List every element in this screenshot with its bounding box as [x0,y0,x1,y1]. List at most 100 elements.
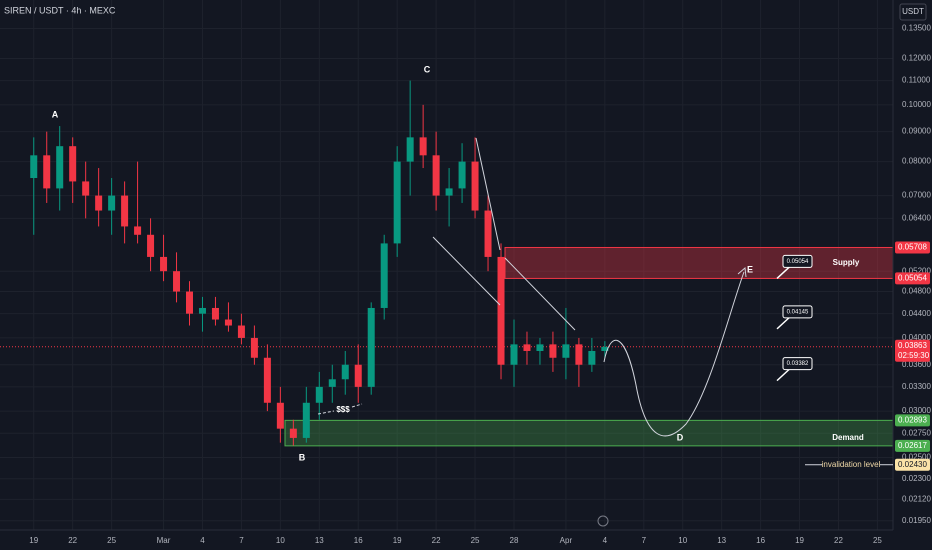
candle-body [601,346,609,351]
target-label: 0.04145 [787,309,809,315]
candle-body [588,350,596,365]
x-tick-label: 16 [756,536,765,545]
y-tick-label: 0.04000 [902,333,931,342]
demand-zone [284,419,894,447]
price-tag [895,414,930,427]
candle-body [484,210,492,257]
price-tag-label: 0.02893 [898,415,927,424]
price-tag [895,439,930,452]
candle-body [82,181,90,196]
y-tick-label: 0.10000 [902,100,931,109]
candle-body [328,379,336,387]
candle-body [315,386,323,403]
candle-body [160,256,168,272]
wedge-line [475,137,501,251]
candle-body [523,344,531,351]
price-tag-label: 0.02617 [898,441,927,450]
y-tick-label: 0.02300 [902,474,931,483]
candle-body [497,256,505,365]
liquidity-line [351,403,363,408]
x-tick-label: 19 [393,536,402,545]
target-box [782,357,813,371]
candle-body [289,428,297,438]
target-label: 0.05054 [787,259,809,265]
candle-body [562,344,570,358]
y-tick-label: 0.04800 [902,287,931,296]
candle-body [471,161,479,211]
candles [30,80,609,446]
y-tick-label: 0.13500 [902,24,931,33]
y-tick-label: 0.09000 [902,127,931,136]
candle-body [43,155,51,189]
candle-body [30,155,38,179]
y-tick-label: 0.07000 [902,191,931,200]
zones [284,246,894,447]
candle-body [224,319,232,326]
candle-body [95,195,103,211]
x-tick-label: 22 [68,536,77,545]
y-tick-label: 0.02500 [902,453,931,462]
y-tick-label: 0.01950 [902,516,931,525]
candle-body [121,195,129,227]
x-tick-label: 22 [432,536,441,545]
y-tick-label: 0.02120 [902,495,931,504]
wave-label: A [52,109,59,119]
wedge-line [432,236,501,306]
x-tick-label: 13 [717,536,726,545]
x-tick-label: 16 [354,536,363,545]
candle-body [108,195,116,211]
x-tick-label: 7 [642,536,647,545]
price-tag [895,241,930,254]
y-tick-label: 0.03600 [902,360,931,369]
wave-label: C [424,64,431,74]
x-tick-label: 22 [834,536,843,545]
countdown: 02:59:30 [898,351,930,360]
axis-unit: USDT [902,7,924,16]
candle-body [510,344,518,365]
price-tag [895,458,930,471]
wedge-line [504,257,576,331]
x-tick-label: 25 [107,536,116,545]
x-tick-label: 19 [795,536,804,545]
y-tick-label: 0.04400 [902,309,931,318]
y-tick-label: 0.02750 [902,428,931,437]
y-tick-label: 0.06400 [902,213,931,222]
candle-body [56,146,64,189]
price-tag [895,272,930,285]
candle-body [198,307,206,314]
demand-label: Demand [832,433,864,442]
target-box [782,254,813,268]
candle-body [393,161,401,244]
candle-body [302,402,310,438]
candle-body [147,234,155,257]
x-tick-label: 10 [276,536,285,545]
x-tick-label: 28 [510,536,519,545]
x-tick-label: 25 [873,536,882,545]
y-tick-label: 0.08000 [902,157,931,166]
candle-body [536,344,544,351]
x-tick-label: 13 [315,536,324,545]
target-box [782,305,813,319]
price-tag-label: 0.05054 [898,274,927,283]
event-icon [597,515,609,527]
wave-label: D [677,432,684,442]
invalidation-label: invalidation level [822,460,881,469]
candle-body [173,271,181,292]
candle-body [276,402,284,429]
liquidity-label: $$$ [336,405,350,414]
candle-body [237,325,245,338]
target-arrow [776,368,791,382]
projection-arrowhead [737,267,747,278]
candle-body [250,337,258,358]
wave-label: E [747,264,753,274]
overlay: 0.13500 0.12000 0.11000 0.10000 0.09000 0.080… [29,24,931,546]
target-label: 0.03382 [787,361,809,367]
price-tag [895,339,930,362]
y-tick-label: 0.05200 [902,266,931,275]
target-arrow [776,316,791,330]
x-tick-label: Mar [157,536,171,545]
x-tick-label: 4 [603,536,608,545]
candle-body [458,161,466,189]
unit-box[interactable] [899,3,927,21]
